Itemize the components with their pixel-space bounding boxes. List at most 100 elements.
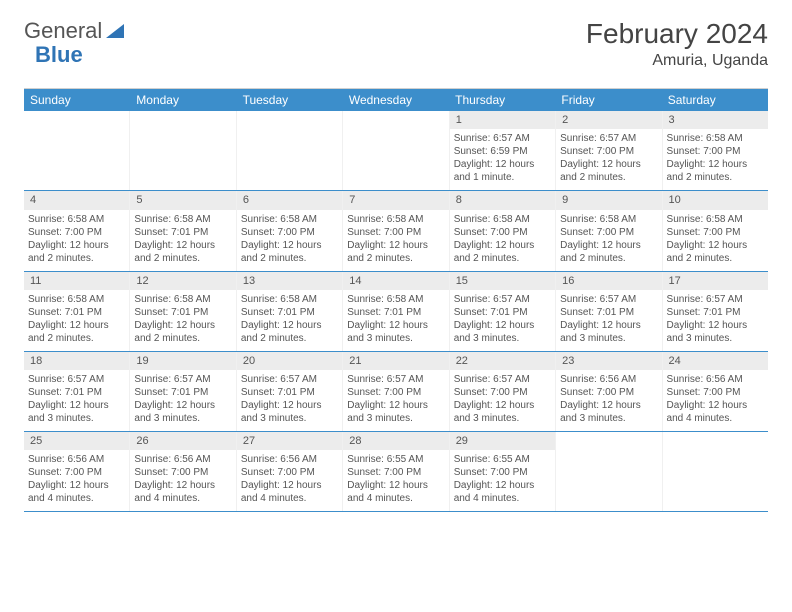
day-cell: 25Sunrise: 6:56 AMSunset: 7:00 PMDayligh… [24,432,130,511]
day-header: Saturday [662,89,768,111]
sunrise-line: Sunrise: 6:56 AM [134,453,231,466]
sunset-line: Sunset: 7:00 PM [241,226,338,239]
day-cell: 4Sunrise: 6:58 AMSunset: 7:00 PMDaylight… [24,191,130,270]
logo: General [24,18,126,44]
day-cell: 11 Sunrise: 6:58 AMSunset: 7:01 PMDayligh… [24,272,130,351]
sunrise-line: Sunrise: 6:58 AM [241,213,338,226]
sunset-line: Sunset: 7:01 PM [241,306,338,319]
sunrise-line: Sunrise: 6:58 AM [667,213,764,226]
daylight-line: Daylight: 12 hours and 4 minutes. [667,399,764,425]
day-cell: 8Sunrise: 6:58 AMSunset: 7:00 PMDaylight… [450,191,556,270]
daylight-line: Daylight: 12 hours and 2 minutes. [134,319,231,345]
day-number: 11 [24,272,129,290]
daylight-line: Daylight: 12 hours and 2 minutes. [28,319,125,345]
day-header: Tuesday [237,89,343,111]
sunrise-line: Sunrise: 6:55 AM [347,453,444,466]
sunrise-line: Sunrise: 6:58 AM [560,213,657,226]
daylight-line: Daylight: 12 hours and 2 minutes. [560,239,657,265]
day-header: Friday [555,89,661,111]
day-number: 23 [556,352,661,370]
daylight-line: Daylight: 12 hours and 2 minutes. [560,158,657,184]
daylight-line: Daylight: 12 hours and 3 minutes. [28,399,125,425]
day-cell: 29Sunrise: 6:55 AMSunset: 7:00 PMDayligh… [450,432,556,511]
header: General February 2024 Amuria, Uganda [24,18,768,70]
weeks-container: 1Sunrise: 6:57 AMSunset: 6:59 PMDaylight… [24,111,768,512]
sunrise-line: Sunrise: 6:56 AM [241,453,338,466]
week-row: 18Sunrise: 6:57 AMSunset: 7:01 PMDayligh… [24,352,768,432]
sunrise-line: Sunrise: 6:57 AM [560,132,657,145]
week-row: 4Sunrise: 6:58 AMSunset: 7:00 PMDaylight… [24,191,768,271]
day-cell: 2Sunrise: 6:57 AMSunset: 7:00 PMDaylight… [556,111,662,190]
sunrise-line: Sunrise: 6:57 AM [667,293,764,306]
day-number: 4 [24,191,129,209]
sunrise-line: Sunrise: 6:57 AM [454,293,551,306]
daylight-line: Daylight: 12 hours and 2 minutes. [454,239,551,265]
daylight-line: Daylight: 12 hours and 3 minutes. [667,319,764,345]
day-cell: 19Sunrise: 6:57 AMSunset: 7:01 PMDayligh… [130,352,236,431]
calendar: SundayMondayTuesdayWednesdayThursdayFrid… [24,88,768,512]
day-cell [24,111,130,190]
day-number: 24 [663,352,768,370]
sunrise-line: Sunrise: 6:58 AM [134,213,231,226]
daylight-line: Daylight: 12 hours and 3 minutes. [454,319,551,345]
sunrise-line: Sunrise: 6:58 AM [347,293,444,306]
week-row: 25Sunrise: 6:56 AMSunset: 7:00 PMDayligh… [24,432,768,512]
day-number [343,111,448,115]
daylight-line: Daylight: 12 hours and 1 minute. [454,158,551,184]
day-cell: 13Sunrise: 6:58 AMSunset: 7:01 PMDayligh… [237,272,343,351]
daylight-line: Daylight: 12 hours and 3 minutes. [560,319,657,345]
day-cell: 27Sunrise: 6:56 AMSunset: 7:00 PMDayligh… [237,432,343,511]
sunset-line: Sunset: 7:01 PM [134,226,231,239]
day-number [556,432,661,436]
day-number: 29 [450,432,555,450]
logo-triangle-icon [106,18,124,44]
sunrise-line: Sunrise: 6:58 AM [667,132,764,145]
sunrise-line: Sunrise: 6:57 AM [241,373,338,386]
day-number [663,432,768,436]
day-number: 21 [343,352,448,370]
day-number: 25 [24,432,129,450]
day-cell: 7Sunrise: 6:58 AMSunset: 7:00 PMDaylight… [343,191,449,270]
day-number: 6 [237,191,342,209]
day-number: 13 [237,272,342,290]
daylight-line: Daylight: 12 hours and 2 minutes. [667,158,764,184]
sunset-line: Sunset: 6:59 PM [454,145,551,158]
sunset-line: Sunset: 7:01 PM [667,306,764,319]
day-cell: 14Sunrise: 6:58 AMSunset: 7:01 PMDayligh… [343,272,449,351]
sunrise-line: Sunrise: 6:57 AM [347,373,444,386]
day-number: 15 [450,272,555,290]
sunset-line: Sunset: 7:00 PM [347,386,444,399]
sunset-line: Sunset: 7:00 PM [560,386,657,399]
sunset-line: Sunset: 7:00 PM [28,226,125,239]
day-cell: 1Sunrise: 6:57 AMSunset: 6:59 PMDaylight… [450,111,556,190]
logo-line2: Blue [35,42,83,68]
day-number: 20 [237,352,342,370]
sunrise-line: Sunrise: 6:55 AM [454,453,551,466]
day-cell [663,432,768,511]
daylight-line: Daylight: 12 hours and 2 minutes. [28,239,125,265]
daylight-line: Daylight: 12 hours and 4 minutes. [454,479,551,505]
daylight-line: Daylight: 12 hours and 3 minutes. [134,399,231,425]
sunrise-line: Sunrise: 6:58 AM [134,293,231,306]
logo-text-1: General [24,18,102,44]
daylight-line: Daylight: 12 hours and 3 minutes. [454,399,551,425]
day-number: 10 [663,191,768,209]
day-number [130,111,235,115]
sunrise-line: Sunrise: 6:57 AM [134,373,231,386]
sunrise-line: Sunrise: 6:58 AM [28,293,125,306]
daylight-line: Daylight: 12 hours and 4 minutes. [347,479,444,505]
sunset-line: Sunset: 7:01 PM [28,306,125,319]
sunrise-line: Sunrise: 6:56 AM [560,373,657,386]
sunset-line: Sunset: 7:00 PM [134,466,231,479]
day-number [24,111,129,115]
sunrise-line: Sunrise: 6:56 AM [667,373,764,386]
sunset-line: Sunset: 7:00 PM [667,226,764,239]
sunset-line: Sunset: 7:00 PM [347,466,444,479]
day-header: Monday [130,89,236,111]
sunset-line: Sunset: 7:00 PM [241,466,338,479]
sunrise-line: Sunrise: 6:58 AM [241,293,338,306]
sunset-line: Sunset: 7:01 PM [241,386,338,399]
sunrise-line: Sunrise: 6:57 AM [454,373,551,386]
sunrise-line: Sunrise: 6:58 AM [347,213,444,226]
daylight-line: Daylight: 12 hours and 3 minutes. [560,399,657,425]
